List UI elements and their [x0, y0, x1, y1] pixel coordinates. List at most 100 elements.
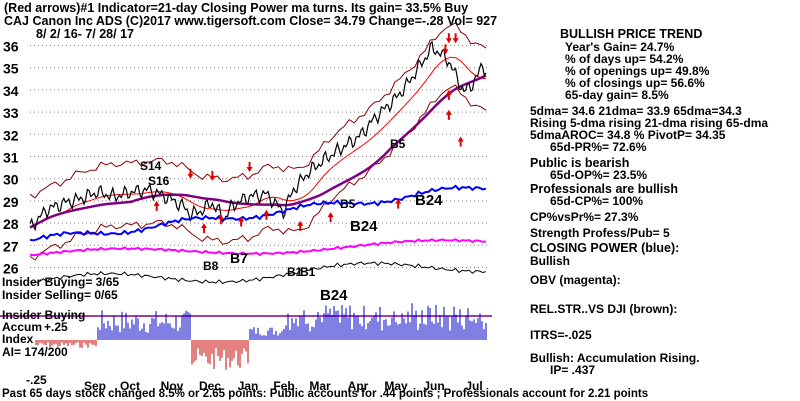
x-tick-label: Feb [273, 379, 294, 393]
pr-line: 65d-PR%= 72.6% [550, 140, 647, 154]
aroc-line: 5dmaAROC= 34.8 % PivotP= 34.35 [530, 128, 726, 142]
buy-arrow [327, 212, 334, 222]
plot-background [30, 35, 490, 380]
buy-arrow [445, 89, 452, 100]
y-tick-label: 29 [3, 194, 19, 210]
sell-arrow [209, 170, 216, 181]
buy-arrow [263, 209, 270, 220]
signal-label: B1 [287, 265, 303, 279]
signal-label: B1 [300, 265, 316, 279]
x-tick-label: Oct [120, 379, 140, 393]
ip-value: IP= .437 [550, 363, 596, 377]
y-tick-label: 35 [3, 61, 19, 77]
x-tick-label: Mar [309, 379, 331, 393]
pro-stat: 65d-CP%= 100% [550, 194, 644, 208]
accum-plus-label: +.25 [44, 320, 68, 334]
y-tick-label: 34 [3, 83, 19, 99]
x-tick-label: Dec [199, 379, 221, 393]
y-tick-label: 33 [3, 105, 19, 121]
x-tick-label: May [384, 379, 408, 393]
stat-line: % of openings up= 49.8% [565, 64, 710, 78]
buy-arrow [395, 198, 402, 209]
accum-label: Accum [2, 320, 43, 334]
y-tick-label: 28 [3, 216, 19, 232]
buy-arrow [217, 214, 224, 225]
signal-label: B7 [230, 250, 248, 266]
cp-vs-pr: CP%vsPr%= 27.3% [530, 210, 639, 224]
chart-series [29, 22, 487, 285]
month-axis-ticks: Sep Oct Nov Dec Jan Feb Mar Apr May Jun Jul [84, 379, 483, 393]
sell-arrow [445, 33, 452, 44]
price-axis-ticks: 26 27 28 29 30 31 32 33 34 35 36 [3, 39, 19, 277]
y-tick-label: 30 [3, 172, 19, 188]
index-label: Index [2, 332, 34, 346]
closing-power-line [29, 184, 487, 242]
sell-arrow [452, 33, 459, 44]
insider-buying-count: Insider Buying= 3/65 [2, 275, 120, 289]
sell-arrow [442, 44, 449, 55]
sell-arrow [187, 168, 194, 179]
obv-line [29, 238, 487, 257]
buy-arrow [297, 220, 304, 231]
date-range: 8/ 2/ 16- 7/ 28/ 17 [36, 27, 134, 41]
obv-label: OBV (magenta): [530, 273, 621, 287]
buy-arrow [153, 200, 160, 211]
ma-line: 5dma= 34.6 21dma= 33.9 65dma=34.3 [530, 104, 742, 118]
signal-label: B24 [320, 287, 348, 304]
rising-line: Rising 5-dma rising 21-dma rising 65-dma [530, 116, 769, 130]
accum-status: Bullish: Accumulation Rising. [530, 351, 700, 365]
insider-selling-count: Insider Selling= 0/65 [2, 288, 118, 302]
closing-power-state: Bullish [530, 254, 571, 268]
footer-summary: Past 65 days stock changed 8.5% or 2.65 … [2, 388, 649, 400]
ma65-line [29, 74, 487, 229]
public-stat: 65d-OP%= 23.5% [550, 168, 648, 182]
chart-subtitle: CAJ Canon Inc ADS (C)2017 www.tigersoft.… [4, 14, 498, 28]
buy-arrow [200, 223, 207, 234]
itrs-label: ITRS=-.025 [530, 328, 592, 342]
y-tick-label: 26 [3, 261, 19, 277]
x-tick-label: Sep [84, 379, 106, 393]
chart-title: (Red arrows)#1 Indicator=21-day Closing … [4, 1, 469, 15]
signal-label: B24 [350, 218, 378, 235]
x-tick-label: Apr [348, 379, 369, 393]
price-grid [30, 45, 490, 268]
signal-label: S14 [140, 159, 162, 173]
closing-power-title: CLOSING POWER (blue): [530, 241, 680, 255]
stat-line: Year's Gain= 24.7% [565, 40, 675, 54]
trend-title: BULLISH PRICE TREND [560, 27, 703, 41]
signal-label: B24 [415, 192, 443, 209]
signal-arrows [153, 33, 464, 234]
strength-line: Strength Profess/Pub= 5 [530, 226, 670, 240]
buy-arrow [457, 136, 464, 147]
insider-buying-label: Insider Buying [2, 308, 86, 322]
ma21-line [29, 56, 487, 228]
x-tick-label: Jul [465, 379, 482, 393]
price-line [29, 40, 487, 232]
relstr-label: REL.STR..VS DJI (brown): [530, 302, 678, 316]
y-tick-label: 27 [3, 238, 19, 254]
public-title: Public is bearish [530, 156, 630, 170]
x-tick-label: Jun [423, 379, 444, 393]
x-tick-label: Nov [161, 379, 184, 393]
y-tick-label: 36 [3, 39, 19, 55]
sell-arrow [246, 162, 253, 173]
accum-minus-label: -.25 [26, 373, 47, 387]
upper-band [29, 22, 487, 199]
buy-arrow [238, 216, 245, 227]
signal-label: B5 [390, 137, 406, 151]
ai-label: AI= 174/200 [2, 345, 68, 359]
x-tick-label: Jan [238, 379, 259, 393]
signal-label: S16 [148, 174, 170, 188]
pro-title: Professionals are bullish [530, 182, 678, 196]
relstr-line [29, 261, 487, 285]
signal-label: B8 [203, 259, 219, 273]
y-tick-label: 32 [3, 127, 19, 143]
buy-arrow [445, 109, 452, 120]
accumulation-bars [35, 303, 487, 370]
stat-line: % of closings up= 56.6% [565, 76, 705, 90]
stat-line: 65-day gain= 8.5% [565, 88, 669, 102]
y-tick-label: 31 [3, 150, 19, 166]
signal-label: B5 [340, 197, 356, 211]
